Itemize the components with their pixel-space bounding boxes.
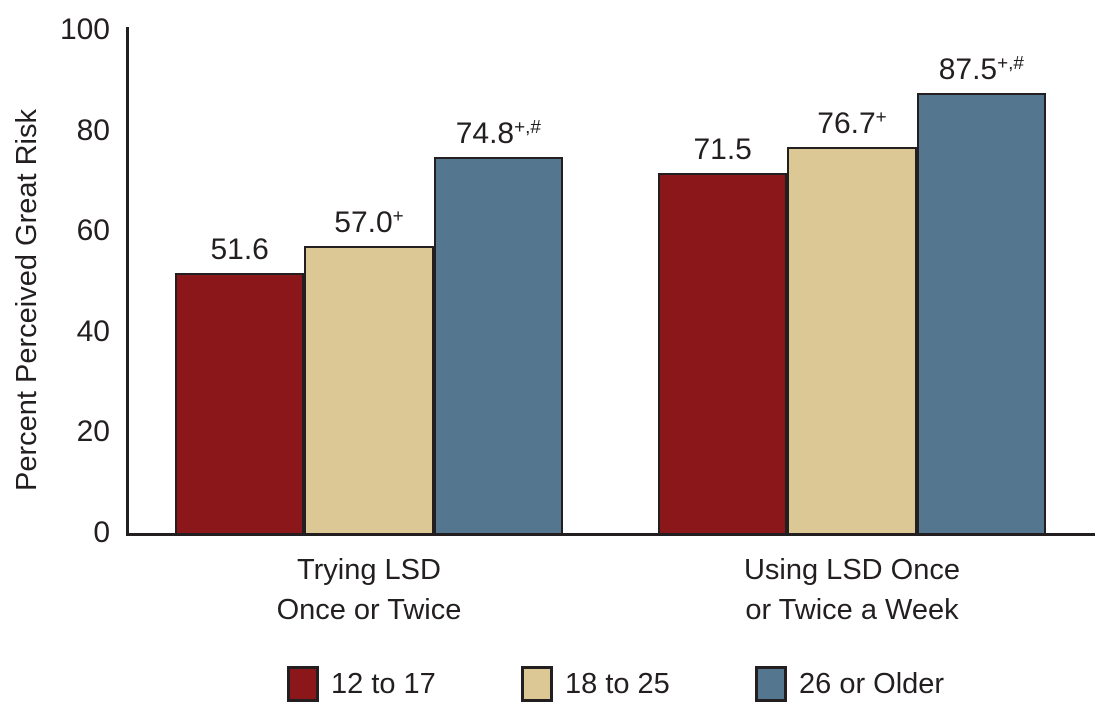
y-axis-line <box>126 27 129 536</box>
y-tick-label: 0 <box>93 516 110 549</box>
legend-swatch <box>521 666 553 702</box>
value-annotation: +,# <box>514 116 541 138</box>
legend-label: 12 to 17 <box>331 668 436 700</box>
bar-value-label: 74.8+,# <box>455 116 541 150</box>
value-annotation: + <box>392 206 404 228</box>
x-axis-line <box>126 533 1095 536</box>
value-annotation: +,# <box>997 53 1024 75</box>
bar <box>304 246 434 536</box>
category-label: Trying LSD Once or Twice <box>276 554 462 626</box>
y-tick-label: 60 <box>76 214 110 248</box>
bar-value-label: 71.5 <box>693 133 752 167</box>
legend-swatch <box>755 666 787 702</box>
legend-label: 18 to 25 <box>565 668 670 700</box>
bar <box>175 273 305 536</box>
bar-value-label: 57.0+ <box>334 206 404 240</box>
y-tick-label: 80 <box>76 113 110 147</box>
bar-value-label: 51.6 <box>210 233 269 267</box>
bar <box>433 156 563 536</box>
legend-swatch <box>287 666 319 702</box>
bar <box>787 147 917 536</box>
bar <box>658 173 788 536</box>
category-label: Using LSD Once or Twice a Week <box>743 554 960 626</box>
legend-label: 26 or Older <box>799 668 945 700</box>
bar-value-label: 87.5+,# <box>938 52 1024 86</box>
value-annotation: + <box>875 107 887 129</box>
y-tick-label: 20 <box>76 415 110 449</box>
y-tick-label: 40 <box>76 314 110 348</box>
bar <box>916 92 1046 536</box>
bar-value-label: 76.7+ <box>817 107 887 141</box>
y-tick-label: 100 <box>59 13 110 46</box>
